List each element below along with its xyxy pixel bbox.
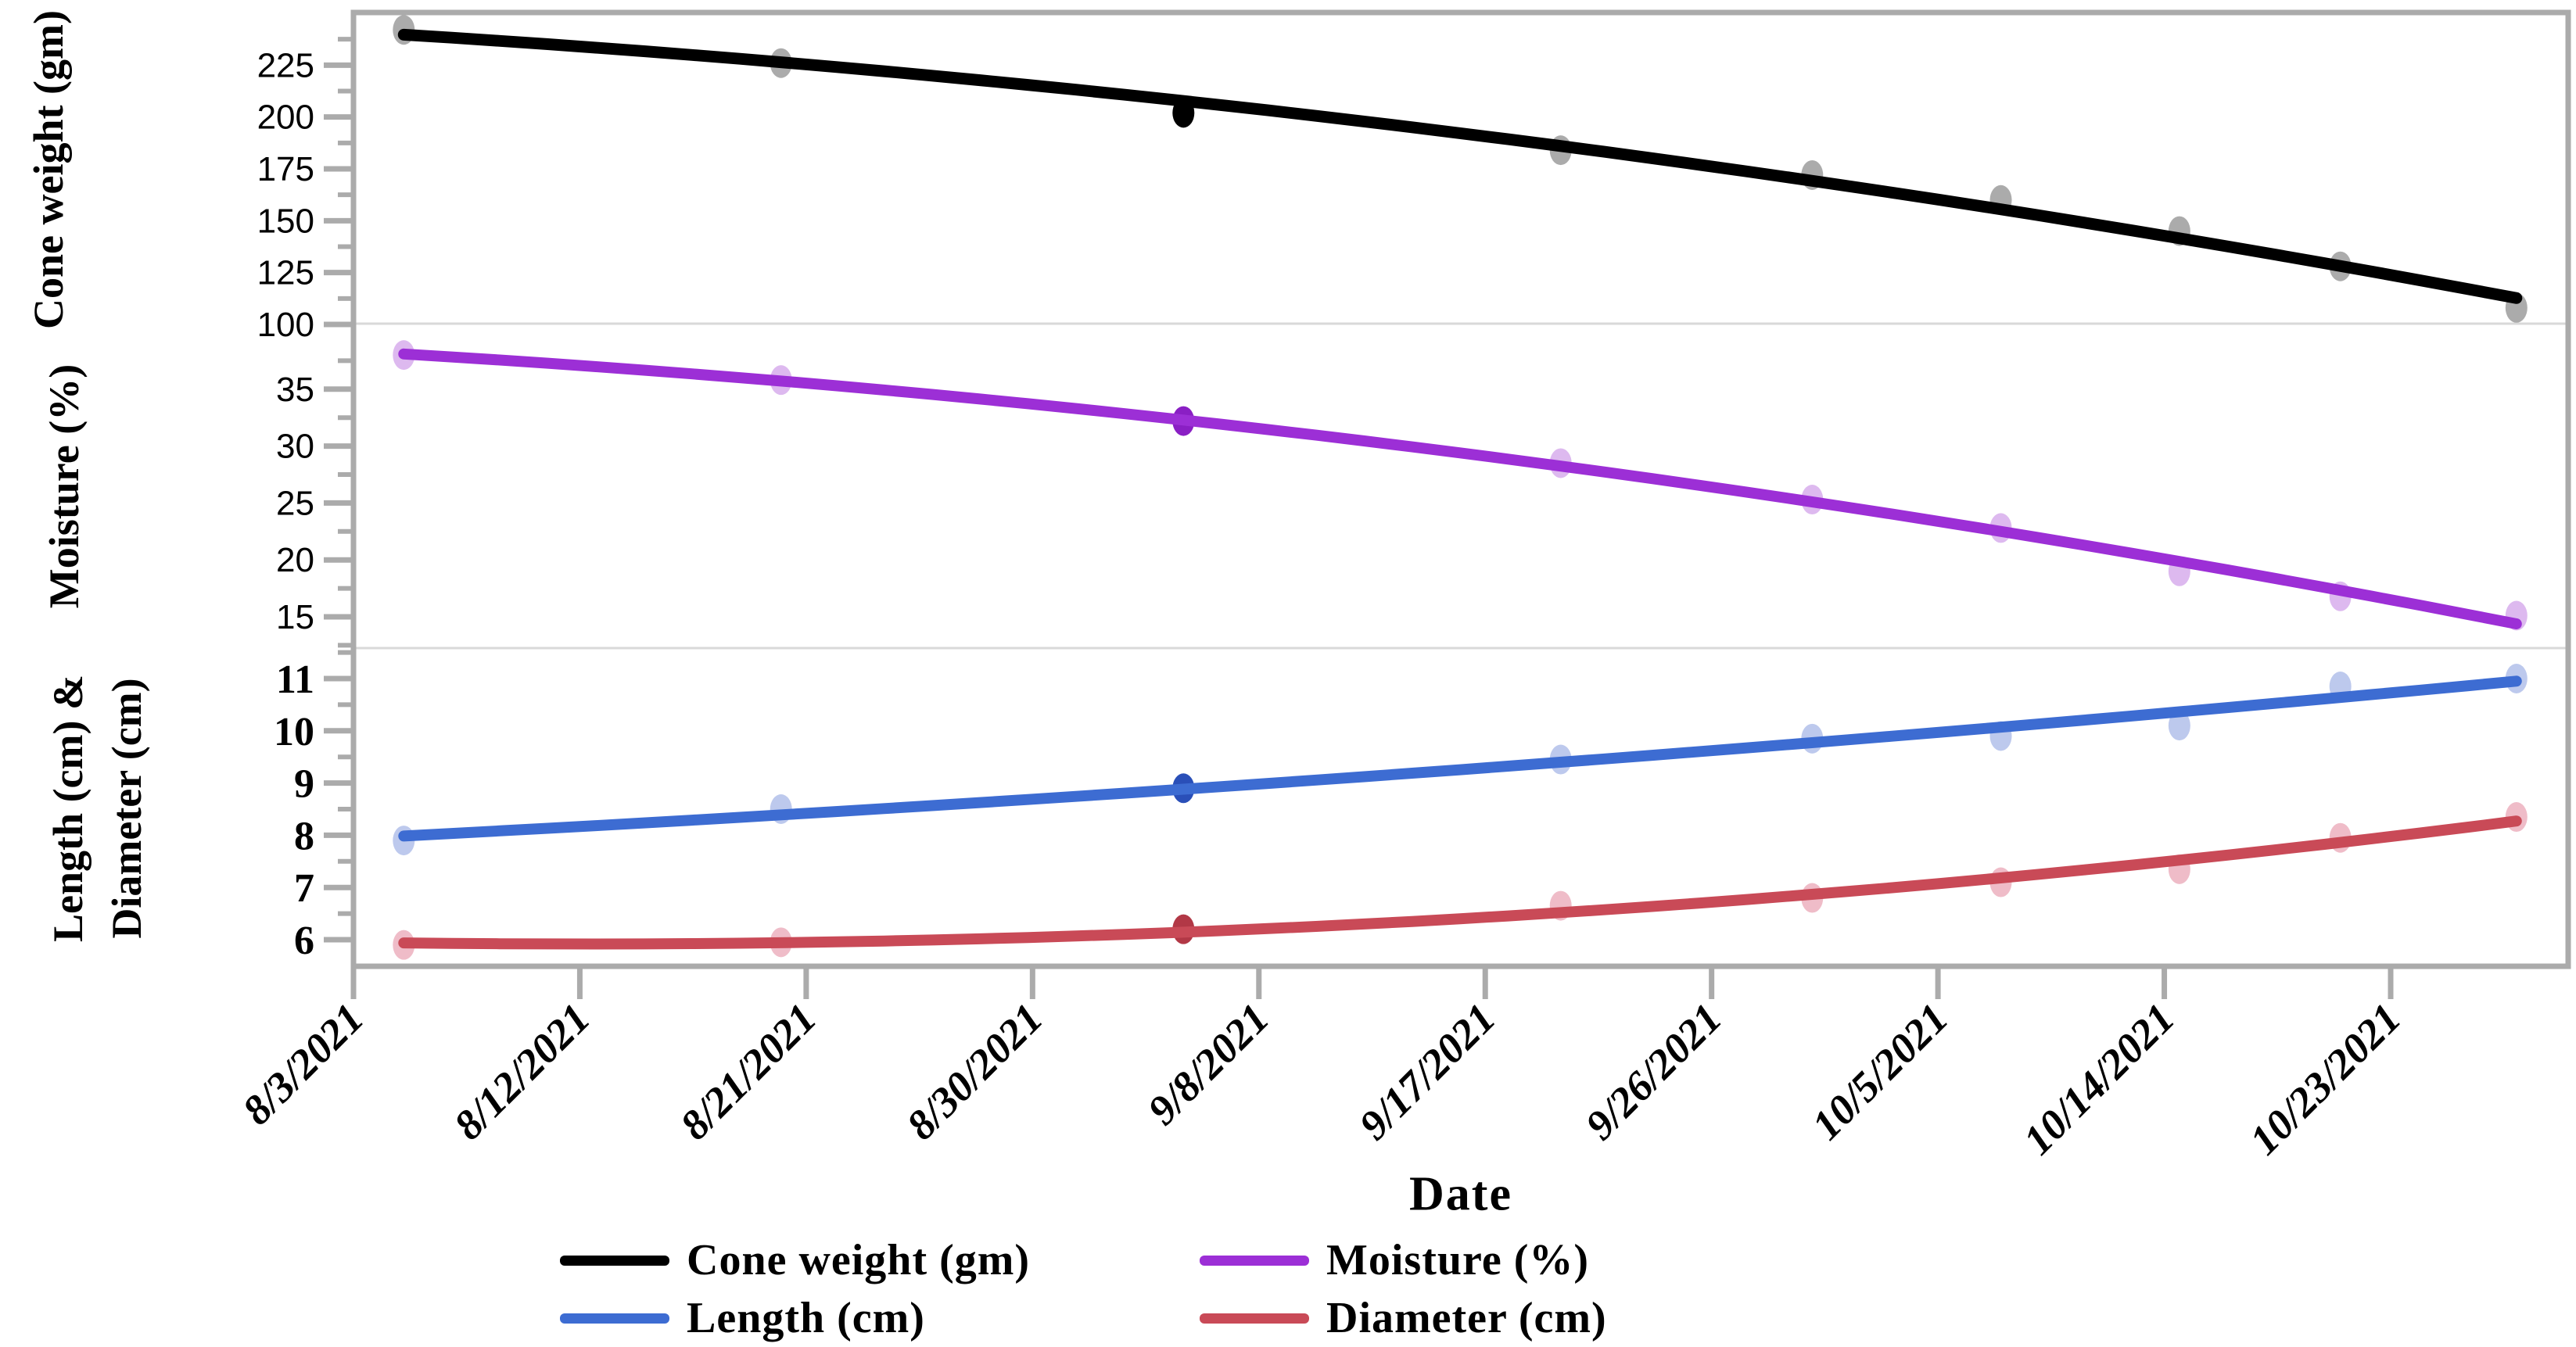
y-axis-title-cone-weight: Cone weight (gm) bbox=[25, 10, 72, 329]
x-tick-label: 9/17/2021 bbox=[1350, 994, 1504, 1148]
legend-item-cone-weight: Cone weight (gm) bbox=[560, 1233, 1030, 1288]
y-tick-label: 6 bbox=[294, 919, 314, 963]
trend-line bbox=[398, 675, 2522, 842]
x-tick-label: 9/26/2021 bbox=[1577, 994, 1731, 1148]
y-axis-title-diameter: Diameter (cm) bbox=[103, 678, 150, 939]
legend-label: Moisture (%) bbox=[1326, 1236, 1589, 1284]
series-length-cm bbox=[393, 664, 2528, 856]
y-tick-label: 225 bbox=[257, 46, 314, 84]
legend-item-moisture: Moisture (%) bbox=[1200, 1233, 1589, 1288]
y-tick-label: 20 bbox=[276, 541, 314, 579]
y-axis-title-moisture: Moisture (%) bbox=[41, 364, 88, 609]
x-tick-label: 10/23/2021 bbox=[2241, 994, 2409, 1163]
series-moisture bbox=[393, 340, 2528, 631]
diameter-line-swatch bbox=[1200, 1313, 1309, 1324]
y-tick-label: 100 bbox=[257, 306, 314, 344]
trend-line bbox=[397, 28, 2523, 304]
moisture-line-swatch bbox=[1200, 1255, 1309, 1266]
x-axis-title: Date bbox=[1409, 1167, 1512, 1221]
y-tick-label: 8 bbox=[294, 814, 314, 858]
series-cone-weight-gm bbox=[393, 15, 2528, 323]
y-axis-panel-1: 15 20 25 30 35 bbox=[276, 358, 353, 648]
y-tick-label: 7 bbox=[294, 866, 314, 911]
y-tick-label: 150 bbox=[257, 202, 314, 240]
y-tick-label: 11 bbox=[276, 657, 314, 702]
trend-line bbox=[398, 815, 2522, 950]
y-tick-label: 9 bbox=[294, 762, 314, 807]
x-axis: 8/3/2021 8/12/2021 8/21/2021 8/30/2021 9/8/2… bbox=[233, 966, 2409, 1163]
x-tick-label: 10/14/2021 bbox=[2015, 994, 2183, 1163]
x-tick-label: 8/12/2021 bbox=[445, 994, 599, 1148]
series-diameter-cm bbox=[393, 802, 2528, 960]
y-tick-label: 200 bbox=[257, 99, 314, 137]
y-tick-label: 15 bbox=[276, 598, 314, 636]
x-tick-label: 9/8/2021 bbox=[1139, 994, 1278, 1134]
legend-item-diameter: Diameter (cm) bbox=[1200, 1291, 1607, 1345]
x-tick-label: 8/3/2021 bbox=[233, 994, 372, 1134]
y-axis-panel-2: 6 7 8 9 10 11 bbox=[274, 650, 353, 963]
y-tick-label: 30 bbox=[276, 428, 314, 466]
y-tick-label: 10 bbox=[274, 710, 314, 754]
legend-label: Diameter (cm) bbox=[1326, 1294, 1607, 1342]
legend-label: Length (cm) bbox=[687, 1294, 925, 1342]
cone-weight-line-swatch bbox=[560, 1255, 669, 1266]
y-tick-label: 125 bbox=[257, 254, 314, 292]
plot-frame bbox=[350, 9, 2571, 969]
y-axis-title-length: Length (cm) & bbox=[45, 675, 91, 942]
x-tick-label: 8/21/2021 bbox=[671, 994, 825, 1148]
legend-item-length: Length (cm) bbox=[560, 1291, 925, 1345]
legend-label: Cone weight (gm) bbox=[687, 1236, 1031, 1284]
trend-line bbox=[398, 348, 2522, 629]
y-tick-label: 35 bbox=[276, 371, 314, 409]
y-tick-label: 25 bbox=[276, 484, 314, 522]
length-line-swatch bbox=[560, 1313, 669, 1324]
y-axis-panel-0: 100 125 150 175 200 225 bbox=[257, 37, 353, 344]
data-point bbox=[2168, 711, 2190, 741]
x-tick-label: 10/5/2021 bbox=[1803, 994, 1957, 1148]
x-tick-label: 8/30/2021 bbox=[898, 994, 1052, 1148]
y-tick-label: 175 bbox=[257, 150, 314, 188]
